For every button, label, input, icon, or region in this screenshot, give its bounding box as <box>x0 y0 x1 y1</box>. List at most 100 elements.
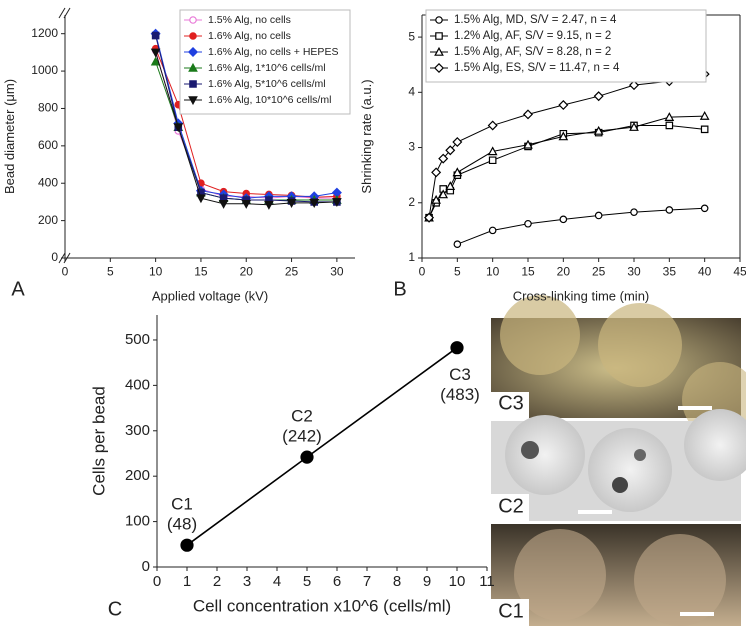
legend-label: 1.2% Alg, AF, S/V = 9.15, n = 2 <box>454 30 611 42</box>
marker <box>524 219 532 228</box>
marker <box>664 112 675 121</box>
x-tick-label: 10 <box>486 265 500 279</box>
x-tick-label: 0 <box>62 265 69 279</box>
photo-c1 <box>491 524 741 626</box>
marker <box>523 139 533 149</box>
y-tick-label: 1 <box>408 250 415 264</box>
y-tick-label: 800 <box>38 101 58 115</box>
y-tick-label: 5 <box>408 29 415 43</box>
marker <box>151 31 160 40</box>
legend-marker <box>433 62 445 74</box>
x-tick-label: 40 <box>698 265 712 279</box>
value-label: (242) <box>282 427 322 446</box>
x-tick-label: 20 <box>240 265 254 279</box>
marker <box>424 212 435 223</box>
marker <box>241 199 252 209</box>
legend-label: 1.5% Alg, no cells <box>208 14 291 26</box>
marker <box>196 194 206 204</box>
legend-box <box>425 9 707 83</box>
legend-label: 1.6% Alg, no cells + HEPES <box>208 46 338 58</box>
marker <box>309 199 320 208</box>
x-tick-label: 0 <box>153 573 161 590</box>
marker <box>445 145 456 156</box>
series-line <box>186 347 458 546</box>
value-label: (48) <box>167 515 197 534</box>
photo-label: C1 <box>498 600 524 622</box>
marker <box>522 109 534 120</box>
y-tick-label: 400 <box>125 376 150 393</box>
y-axis-title: Bead diameter (μm) <box>2 79 17 194</box>
x-tick-label: 25 <box>285 265 299 279</box>
marker <box>445 181 456 191</box>
x-tick-label: 5 <box>107 265 114 279</box>
x-axis-title: Applied voltage (kV) <box>152 288 268 303</box>
marker <box>700 204 709 213</box>
y-tick-label: 2 <box>408 195 415 209</box>
marker <box>180 538 194 552</box>
legend-marker <box>434 46 444 56</box>
photo-label: C2 <box>498 495 524 517</box>
legend-box <box>179 9 351 115</box>
x-tick-label: 4 <box>273 573 281 590</box>
x-tick-label: 45 <box>733 265 746 279</box>
y-tick-label: 600 <box>38 138 58 152</box>
y-axis-title: Shrinking rate (a.u.) <box>359 79 374 193</box>
marker <box>593 125 604 135</box>
y-tick-label: 0 <box>142 558 150 575</box>
y-tick-label: 1200 <box>31 26 58 40</box>
value-label: (483) <box>440 385 480 404</box>
panel-letter: B <box>393 278 406 300</box>
photo-label: C3 <box>498 392 524 414</box>
legend-label: 1.6% Alg, 1*10^6 cells/ml <box>208 62 326 74</box>
marker <box>665 121 674 130</box>
x-tick-label: 25 <box>592 265 606 279</box>
marker <box>452 167 463 177</box>
legend-marker <box>189 16 197 24</box>
point-label: C1 <box>171 495 193 514</box>
y-tick-label: 200 <box>125 467 150 484</box>
point-label: C3 <box>449 365 471 384</box>
y-tick-label: 400 <box>38 175 58 189</box>
x-tick-label: 30 <box>330 265 344 279</box>
marker <box>629 122 639 131</box>
x-tick-label: 5 <box>454 265 461 279</box>
marker <box>431 167 442 178</box>
legend-label: 1.5% Alg, ES, S/V = 11.47, n = 4 <box>454 62 620 74</box>
marker <box>453 240 462 248</box>
photo-c2 <box>491 409 746 521</box>
x-tick-label: 7 <box>363 573 371 590</box>
y-tick-label: 300 <box>125 422 150 439</box>
legend-label: 1.6% Alg, 5*10^6 cells/ml <box>208 78 326 90</box>
series-line <box>457 207 705 245</box>
marker <box>438 189 449 199</box>
series-line <box>428 73 705 218</box>
legend-marker <box>189 32 197 40</box>
marker <box>630 208 638 216</box>
marker <box>558 131 569 141</box>
marker <box>438 153 449 164</box>
x-tick-label: 0 <box>419 265 426 279</box>
marker <box>558 100 569 111</box>
marker <box>487 146 498 156</box>
x-tick-label: 1 <box>183 573 191 590</box>
y-tick-label: 4 <box>408 84 415 98</box>
marker <box>593 91 604 102</box>
x-tick-label: 30 <box>627 265 641 279</box>
y-tick-label: 1000 <box>31 63 58 77</box>
marker <box>700 125 709 134</box>
marker <box>488 226 497 235</box>
panel-letter: A <box>11 278 25 300</box>
marker <box>628 80 640 91</box>
x-tick-label: 3 <box>243 573 251 590</box>
x-tick-label: 2 <box>213 573 221 590</box>
y-tick-label: 100 <box>125 513 150 530</box>
legend-label: 1.5% Alg, MD, S/V = 2.47, n = 4 <box>454 14 617 26</box>
legend-marker <box>435 16 443 24</box>
point-label: C2 <box>291 407 313 426</box>
x-tick-label: 35 <box>663 265 677 279</box>
legend-label: 1.5% Alg, AF, S/V = 8.28, n = 2 <box>454 46 611 58</box>
marker <box>264 200 274 210</box>
x-axis-title: Cross-linking time (min) <box>513 288 650 303</box>
legend-marker <box>188 96 198 106</box>
